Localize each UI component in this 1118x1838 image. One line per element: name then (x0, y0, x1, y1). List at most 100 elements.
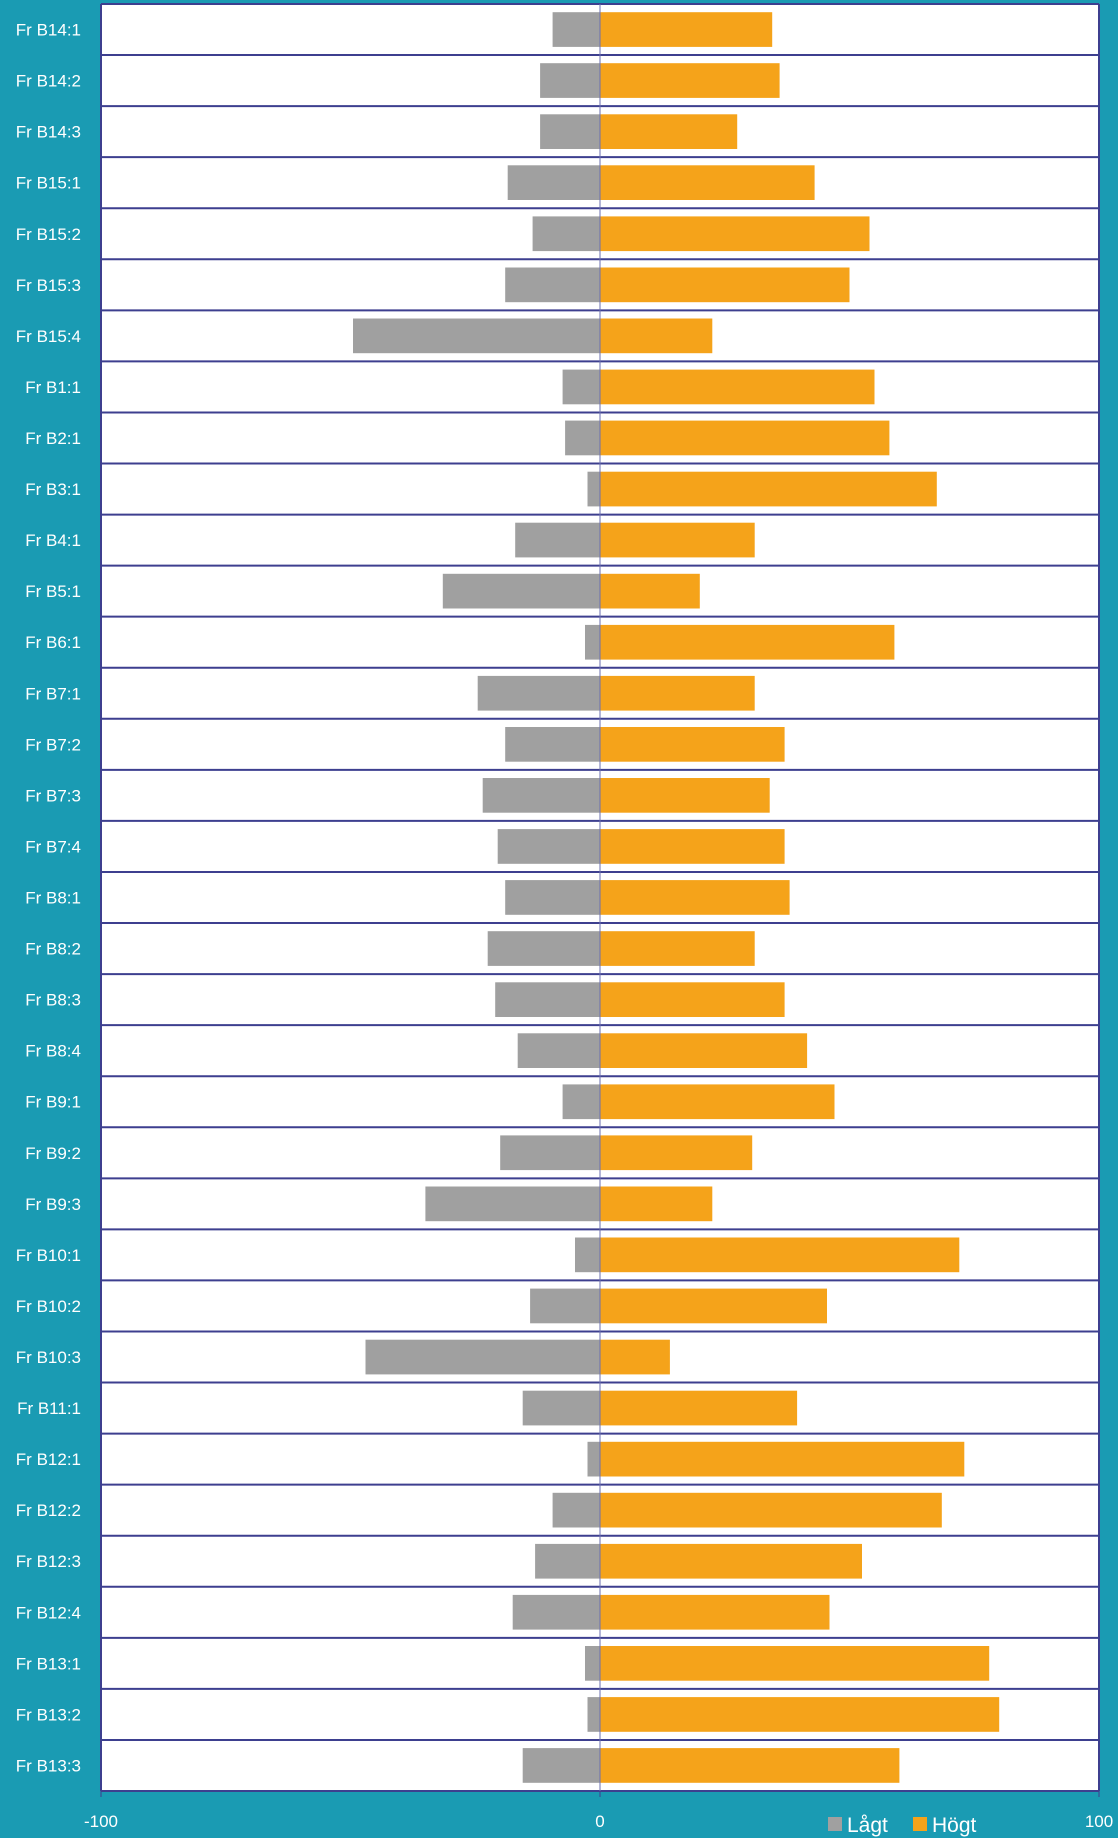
bar-hogt (600, 675, 755, 711)
bar-lagt (442, 573, 600, 609)
bar-hogt (600, 420, 890, 456)
category-label: Fr B4:1 (25, 531, 81, 550)
bar-lagt (585, 624, 600, 660)
category-label: Fr B6:1 (25, 633, 81, 652)
bar-hogt (600, 1237, 960, 1273)
category-label: Fr B15:4 (16, 327, 81, 346)
category-label: Fr B3:1 (25, 480, 81, 499)
bar-lagt (505, 267, 600, 303)
bar-lagt (425, 1186, 600, 1222)
legend-swatch (913, 1817, 927, 1831)
category-label: Fr B10:3 (16, 1348, 81, 1367)
bar-lagt (522, 1390, 600, 1426)
category-label: Fr B7:2 (25, 735, 81, 754)
bar-hogt (600, 165, 815, 200)
category-label: Fr B15:3 (16, 276, 81, 295)
category-label: Fr B10:1 (16, 1246, 81, 1265)
x-axis: -100 0 100 (84, 1791, 1113, 1831)
bar-hogt (600, 471, 937, 507)
bar-lagt (500, 1135, 600, 1171)
category-label: Fr B10:2 (16, 1297, 81, 1316)
bar-lagt (562, 369, 600, 405)
bar-hogt (600, 1186, 713, 1222)
category-label: Fr B9:1 (25, 1093, 81, 1112)
category-label: Fr B9:3 (25, 1195, 81, 1214)
bar-lagt (505, 727, 600, 762)
category-label: Fr B13:2 (16, 1705, 81, 1724)
bar-hogt (600, 1288, 827, 1324)
bar-hogt (600, 318, 713, 354)
category-label: Fr B7:3 (25, 786, 81, 805)
category-label: Fr B1:1 (25, 378, 81, 397)
legend: Lågt Högt (828, 1814, 977, 1837)
bar-lagt (552, 12, 600, 47)
bar-hogt (600, 573, 700, 609)
category-label: Fr B14:1 (16, 21, 81, 40)
bar-hogt (600, 12, 773, 47)
bar-hogt (600, 1135, 753, 1171)
bar-lagt (535, 1543, 600, 1579)
x-tick-label: 100 (1085, 1812, 1113, 1831)
category-label: Fr B12:1 (16, 1450, 81, 1469)
bar-hogt (600, 982, 785, 1017)
bar-hogt (600, 1033, 808, 1068)
category-labels: Fr B14:1 Fr B14:2 Fr B14:3 Fr B15:1 Fr B15:2… (16, 21, 81, 1776)
bar-hogt (600, 1441, 965, 1477)
bar-hogt (600, 778, 770, 813)
category-label: Fr B9:2 (25, 1144, 81, 1163)
category-label: Fr B13:3 (16, 1757, 81, 1776)
bar-hogt (600, 1543, 862, 1579)
bar-hogt (600, 880, 790, 915)
bar-lagt (540, 63, 600, 98)
bar-hogt (600, 931, 755, 966)
bar-lagt (517, 1033, 600, 1068)
category-label: Fr B8:4 (25, 1042, 81, 1061)
x-tick-label: -100 (84, 1812, 118, 1831)
bar-hogt (600, 63, 780, 98)
category-label: Fr B8:3 (25, 991, 81, 1010)
bar-lagt (477, 675, 600, 711)
bar-hogt (600, 1697, 1000, 1732)
bar-hogt (600, 1084, 835, 1120)
bar-lagt (585, 1646, 600, 1681)
category-label: Fr B13:1 (16, 1654, 81, 1673)
x-tick-label: 0 (595, 1812, 604, 1831)
bars (353, 12, 1000, 1783)
bar-hogt (600, 1646, 990, 1681)
category-label: Fr B5:1 (25, 582, 81, 601)
bar-lagt (505, 880, 600, 915)
category-label: Fr B7:4 (25, 837, 81, 856)
bar-lagt (532, 216, 600, 252)
category-label: Fr B8:1 (25, 889, 81, 908)
bar-hogt (600, 1492, 942, 1528)
legend-swatch (828, 1817, 842, 1831)
bar-lagt (507, 165, 600, 200)
category-label: Fr B12:2 (16, 1501, 81, 1520)
category-label: Fr B12:3 (16, 1552, 81, 1571)
bar-hogt (600, 727, 785, 762)
category-label: Fr B7:1 (25, 684, 81, 703)
bar-lagt (482, 778, 600, 813)
bar-lagt (575, 1237, 600, 1273)
bar-lagt (587, 1697, 600, 1732)
bar-lagt (497, 829, 600, 864)
bar-hogt (600, 624, 895, 660)
bar-hogt (600, 267, 850, 303)
legend-item-hogt: Högt (932, 1814, 977, 1837)
bar-lagt (365, 1339, 600, 1375)
bar-lagt (562, 1084, 600, 1120)
bar-lagt (512, 1594, 600, 1630)
category-label: Fr B12:4 (16, 1603, 81, 1622)
bar-lagt (540, 114, 600, 149)
bar-lagt (530, 1288, 600, 1324)
bar-lagt (565, 420, 600, 456)
bar-hogt (600, 1748, 900, 1783)
category-label: Fr B15:1 (16, 174, 81, 193)
category-label: Fr B14:2 (16, 72, 81, 91)
category-label: Fr B15:2 (16, 225, 81, 244)
category-label: Fr B2:1 (25, 429, 81, 448)
bar-lagt (515, 522, 600, 558)
bar-lagt (495, 982, 600, 1017)
category-label: Fr B8:2 (25, 940, 81, 959)
